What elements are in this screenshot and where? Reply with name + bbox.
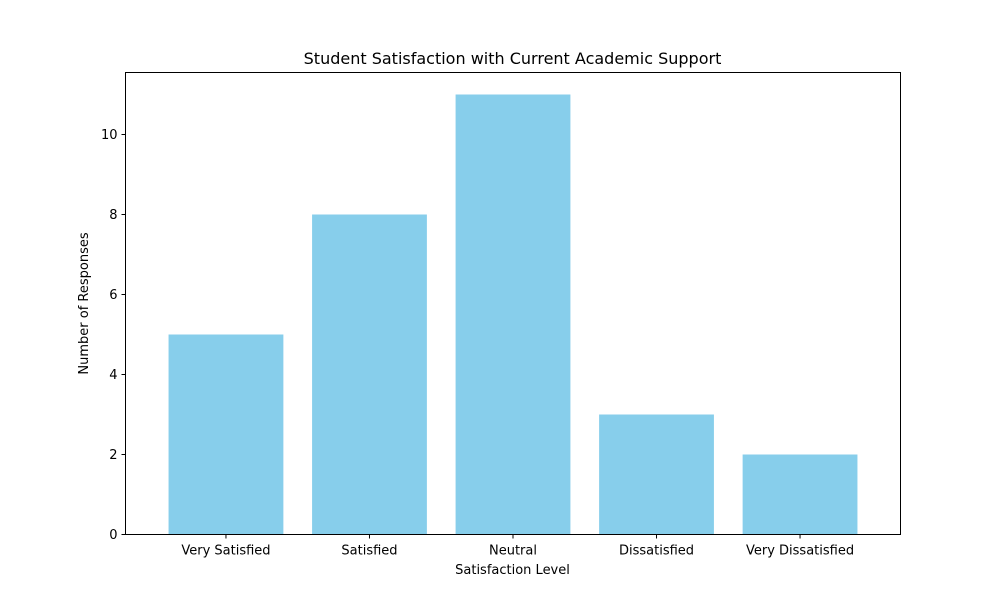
x-axis-label: Satisfaction Level	[455, 563, 570, 578]
x-tick-label: Dissatisfied	[619, 544, 694, 559]
x-tick-label: Neutral	[489, 544, 537, 559]
x-tick-label: Very Satisfied	[181, 544, 270, 559]
y-tick-label: 10	[101, 128, 118, 143]
y-axis-ticks: 0 2 4 6 8 10	[101, 128, 126, 543]
plot-frame	[125, 72, 901, 535]
x-axis-ticks: Very Satisfied Satisfied Neutral Dissatisfi…	[181, 534, 854, 559]
y-tick-label: 6	[109, 288, 117, 303]
bar-very-satisfied	[168, 334, 284, 535]
bars-group	[168, 94, 858, 535]
y-axis-label: Number of Responses	[77, 232, 92, 374]
x-tick-label: Very Dissatisfied	[746, 544, 854, 559]
bar-satisfied	[312, 214, 427, 535]
chart-title: Student Satisfaction with Current Academ…	[304, 49, 722, 68]
bar-neutral	[455, 94, 571, 535]
bar-dissatisfied	[599, 414, 714, 535]
y-tick-label: 2	[109, 448, 117, 463]
y-tick-label: 8	[109, 208, 117, 223]
bar-very-dissatisfied	[742, 454, 858, 535]
x-tick-label: Satisfied	[341, 544, 397, 559]
y-tick-label: 0	[109, 528, 117, 543]
y-tick-label: 4	[109, 368, 117, 383]
